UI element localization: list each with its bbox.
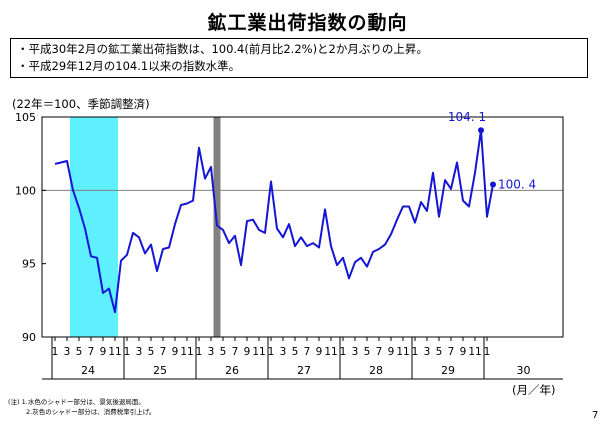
summary-line: ・平成29年12月の104.1以来の指数水準。 xyxy=(17,59,241,73)
x-tick-label: 5 xyxy=(76,346,83,358)
x-tick-label: 3 xyxy=(64,346,71,358)
x-tick-label: 5 xyxy=(148,346,155,358)
note-line: 2.灰色のシャドー部分は、消費税率引上げ。 xyxy=(26,408,156,416)
x-tick-label: 1 xyxy=(196,346,203,358)
x-tick-label: 5 xyxy=(364,346,371,358)
summary-line: ・平成30年2月の鉱工業出荷指数は、100.4(前月比2.2%)と2か月ぶりの上… xyxy=(17,42,428,56)
year-label: 25 xyxy=(153,364,167,377)
x-tick-label: 5 xyxy=(220,346,227,358)
x-tick-label: 11 xyxy=(396,346,409,358)
point-value-label: 104. 1 xyxy=(448,110,486,124)
tax-increase-shade xyxy=(213,117,221,337)
x-tick-label: 9 xyxy=(460,346,467,358)
month-year-label: (月／年) xyxy=(512,383,556,397)
year-label: 27 xyxy=(297,364,311,377)
x-tick-label: 3 xyxy=(280,346,287,358)
x-tick-label: 1 xyxy=(52,346,59,358)
x-tick-label: 1 xyxy=(412,346,419,358)
recession-shade xyxy=(70,117,118,337)
x-tick-label: 1 xyxy=(340,346,347,358)
x-tick-label: 11 xyxy=(108,346,121,358)
plot-frame xyxy=(41,116,564,338)
x-tick-label: 3 xyxy=(208,346,215,358)
highlight-point xyxy=(478,127,484,134)
x-tick-label: 11 xyxy=(324,346,337,358)
x-tick-label: 7 xyxy=(232,346,239,358)
x-tick-label: 9 xyxy=(316,346,323,358)
x-tick-label: 5 xyxy=(436,346,443,358)
x-tick-label: 3 xyxy=(136,346,143,358)
x-tick-label: 9 xyxy=(172,346,179,358)
page-title: 鉱工業出荷指数の動向 xyxy=(207,12,408,34)
year-label: 24 xyxy=(81,364,95,377)
x-tick-label: 11 xyxy=(468,346,481,358)
x-tick-label: 1 xyxy=(124,346,131,358)
y-tick-label: 95 xyxy=(22,258,36,271)
x-tick-label: 11 xyxy=(180,346,193,358)
x-tick-label: 3 xyxy=(424,346,431,358)
x-tick-label: 7 xyxy=(448,346,455,358)
x-tick-label: 3 xyxy=(352,346,359,358)
x-tick-label: 9 xyxy=(388,346,395,358)
unit-label: (22年＝100、季節調整済) xyxy=(12,97,150,111)
x-tick-label: 5 xyxy=(292,346,299,358)
notes: (注) 1.水色のシャドー部分は、景気後退局面。 2.灰色のシャドー部分は、消費… xyxy=(8,397,155,417)
x-tick-label: 7 xyxy=(88,346,95,358)
y-tick-label: 105 xyxy=(15,111,36,124)
point-value-label: 100. 4 xyxy=(498,177,536,191)
year-label: 30 xyxy=(517,364,531,377)
y-tick-label: 90 xyxy=(22,331,36,344)
x-tick-label: 1 xyxy=(484,346,491,358)
page-number: 7 xyxy=(592,410,599,421)
x-tick-label: 7 xyxy=(160,346,167,358)
shipment-index-line xyxy=(54,129,494,314)
x-tick-label: 9 xyxy=(100,346,107,358)
y-tick-label: 100 xyxy=(15,184,36,197)
note-line: (注) 1.水色のシャドー部分は、景気後退局面。 xyxy=(8,398,145,406)
year-label: 28 xyxy=(369,364,383,377)
x-tick-label: 7 xyxy=(304,346,311,358)
x-tick-label: 9 xyxy=(244,346,251,358)
year-label: 26 xyxy=(225,364,239,377)
summary-box: ・平成30年2月の鉱工業出荷指数は、100.4(前月比2.2%)と2か月ぶりの上… xyxy=(10,38,588,78)
x-tick-label: 1 xyxy=(268,346,275,358)
year-label: 29 xyxy=(441,364,455,377)
x-tick-label: 11 xyxy=(252,346,265,358)
highlight-point xyxy=(490,181,496,188)
x-tick-label: 7 xyxy=(376,346,383,358)
